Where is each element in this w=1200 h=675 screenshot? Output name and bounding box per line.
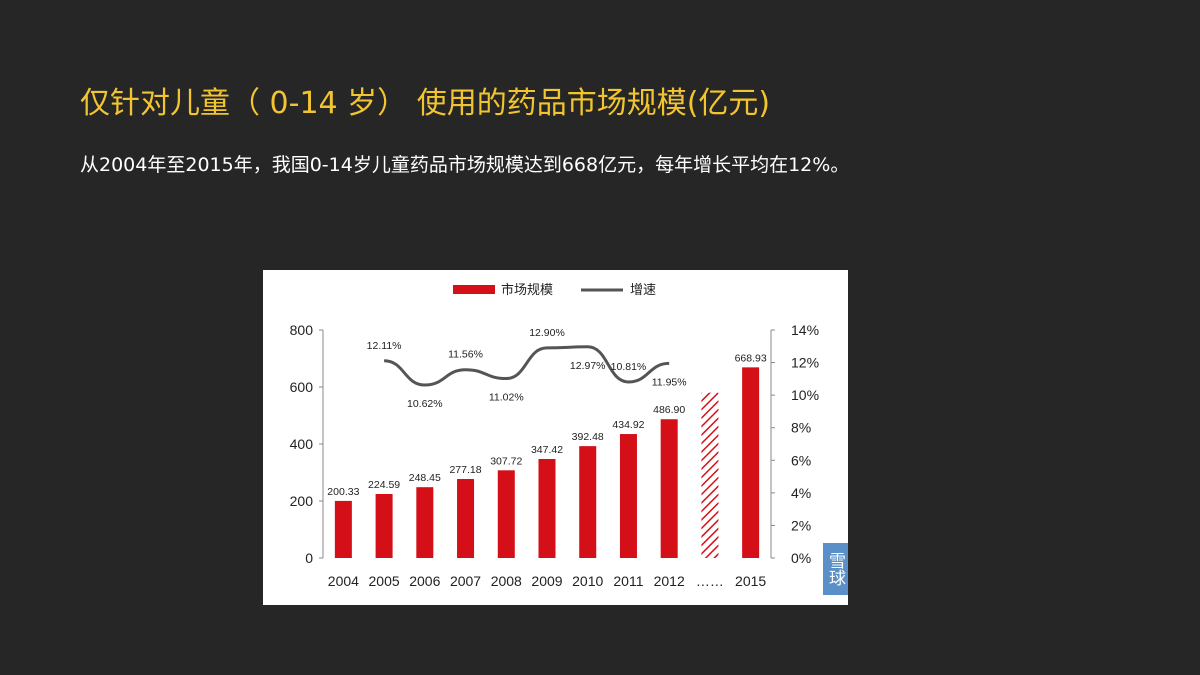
bar-value-label: 486.90 [653,404,685,416]
watermark-logo: 雪球 [823,543,848,595]
bar-2007 [457,479,475,558]
bar-value-label: 307.72 [490,455,522,467]
x-tick-label: 2012 [654,573,685,589]
bar-2012 [660,419,678,558]
bar-value-label: 347.42 [531,444,563,456]
x-tick-label: 2008 [491,573,522,589]
bar-value-label: 200.33 [327,486,359,498]
bar-2009 [538,458,556,558]
bar-2015 [742,367,760,558]
bar-value-label: 668.93 [735,352,767,364]
y-right-tick-label: 4% [791,485,811,501]
bar-2005 [375,493,393,558]
x-tick-label: 2005 [369,573,400,589]
bar-2004 [334,500,352,558]
x-tick-label: 2011 [613,573,643,589]
y-left-tick-label: 600 [290,379,314,395]
bar-value-label: 277.18 [449,464,481,476]
y-right-tick-label: 10% [791,387,819,403]
slide-subtitle: 从2004年至2015年，我国0-14岁儿童药品市场规模达到668亿元，每年增长… [80,154,850,176]
bar-value-label: 434.92 [612,419,644,431]
bar-value-label: 248.45 [409,472,441,484]
slide-title: 仅针对儿童（ 0-14 岁） 使用的药品市场规模(亿元) [80,86,771,121]
y-left-tick-label: 0 [305,550,313,566]
y-right-tick-label: 0% [791,550,811,566]
x-tick-label: 2015 [735,573,766,589]
y-right-tick-label: 12% [791,355,819,371]
bar-2008 [497,470,515,558]
legend-label-bar: 市场规模 [501,282,553,298]
growth-rate-label: 12.11% [367,340,402,352]
legend-swatch-bar [453,285,495,294]
growth-rate-label: 11.56% [448,349,483,361]
growth-rate-label: 11.95% [652,376,687,388]
growth-rate-line [383,345,670,387]
bar-value-label: 224.59 [368,479,400,491]
bar-2006 [416,487,434,558]
legend-label-line: 增速 [630,283,656,298]
y-left-tick-label: 400 [290,436,314,452]
y-right-tick-label: 14% [791,322,819,338]
chart-panel: 0 200 400 600 800 0% 2% 4% 6% 8% 10% 12% 14% 200.33 20… [263,270,848,605]
growth-rate-label: 10.62% [407,398,443,410]
bar-2011 [619,434,637,558]
bar-2010 [579,446,597,558]
y-right-tick-label: 8% [791,420,811,436]
growth-rate-label: 12.90% [529,327,565,339]
market-size-chart: 0 200 400 600 800 0% 2% 4% 6% 8% 10% 12% 14% 200.33 20… [290,282,819,589]
bar-projected-hatched [701,392,719,558]
x-tick-label: 2004 [328,573,359,589]
x-tick-label: 2009 [531,573,562,589]
bar-value-label: 392.48 [572,431,604,443]
x-tick-label: 2010 [572,573,603,589]
growth-rate-label: 10.81% [611,361,647,373]
y-right-tick-label: 2% [791,517,811,533]
y-right-tick-label: 6% [791,452,811,468]
y-left-tick-label: 200 [290,493,314,509]
x-tick-label: 2006 [409,573,440,589]
growth-rate-label: 12.97% [570,360,606,372]
x-tick-label: …… [696,573,724,589]
x-tick-label: 2007 [450,573,481,589]
growth-rate-label: 11.02% [489,392,524,404]
y-left-tick-label: 800 [290,322,314,338]
